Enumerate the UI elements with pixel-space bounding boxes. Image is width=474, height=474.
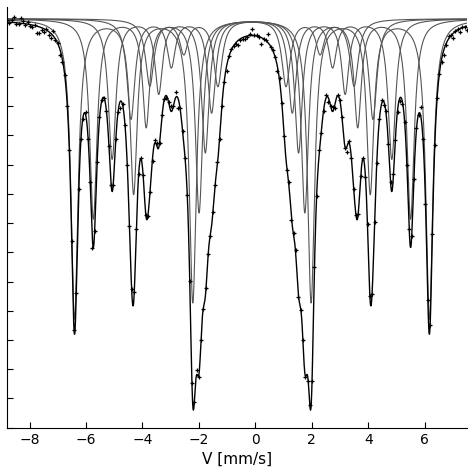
X-axis label: V [mm/s]: V [mm/s] (202, 452, 272, 467)
